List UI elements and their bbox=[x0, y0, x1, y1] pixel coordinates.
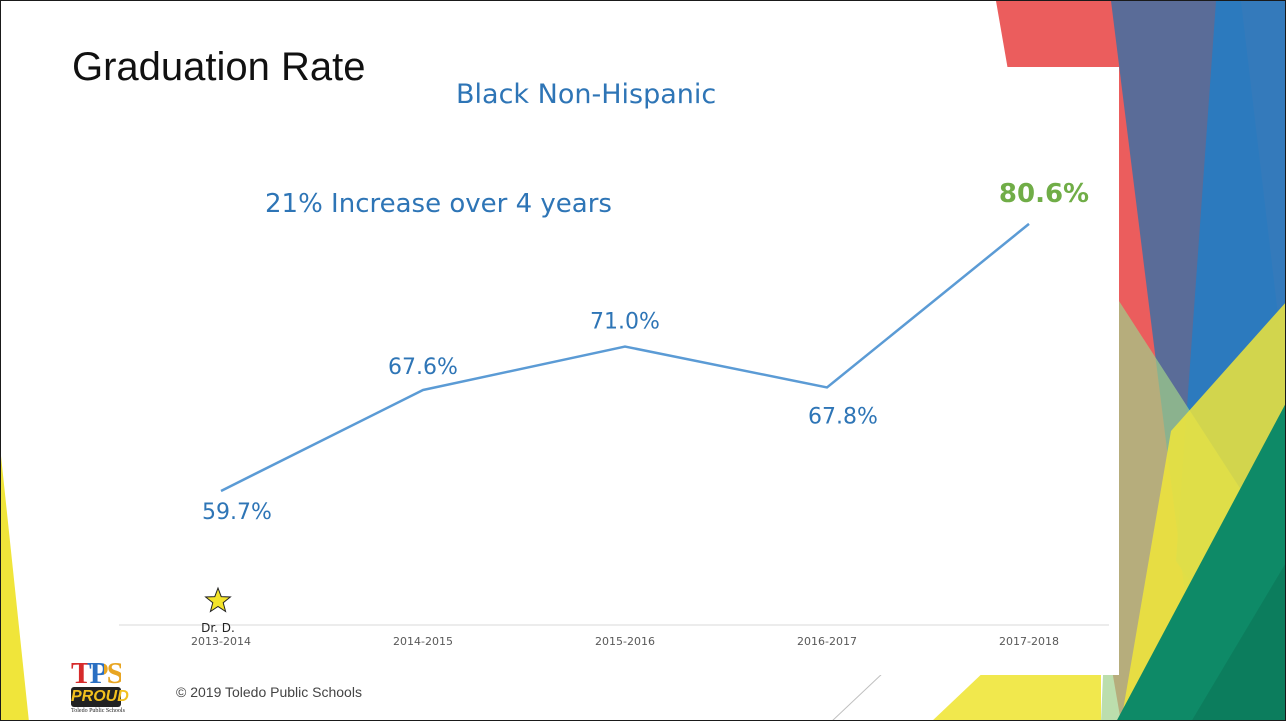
chart-panel bbox=[111, 67, 1119, 675]
slide-title: Graduation Rate bbox=[72, 45, 366, 89]
chart-title: Black Non-Hispanic bbox=[456, 79, 717, 110]
x-tick-label: 2013-2014 bbox=[191, 635, 251, 648]
x-tick-label: 2017-2018 bbox=[999, 635, 1059, 648]
chart-subtitle: 21% Increase over 4 years bbox=[265, 189, 612, 219]
x-tick-label: 2016-2017 bbox=[797, 635, 857, 648]
data-label: 80.6% bbox=[999, 179, 1089, 209]
series-line bbox=[220, 222, 1030, 493]
star-icon bbox=[204, 586, 232, 613]
logo-caption: Toledo Public Schools bbox=[71, 708, 125, 714]
footer-copyright: © 2019 Toledo Public Schools bbox=[176, 684, 362, 700]
logo-main-text: TPS bbox=[71, 655, 124, 690]
x-tick-label: 2015-2016 bbox=[595, 635, 655, 648]
data-label: 71.0% bbox=[590, 310, 660, 335]
logo-sub-text: PROUD bbox=[71, 687, 129, 707]
x-tick-label: 2014-2015 bbox=[393, 635, 453, 648]
data-label: 67.6% bbox=[388, 355, 458, 380]
tps-proud-logo: TPS PROUD Toledo Public Schools bbox=[71, 655, 129, 720]
annotation-label: Dr. D. bbox=[201, 621, 235, 635]
deco-yellow-left-facet bbox=[1, 456, 29, 720]
deco-darkteal-facet bbox=[1192, 564, 1285, 720]
data-label: 67.8% bbox=[808, 404, 878, 429]
data-label: 59.7% bbox=[202, 500, 272, 525]
